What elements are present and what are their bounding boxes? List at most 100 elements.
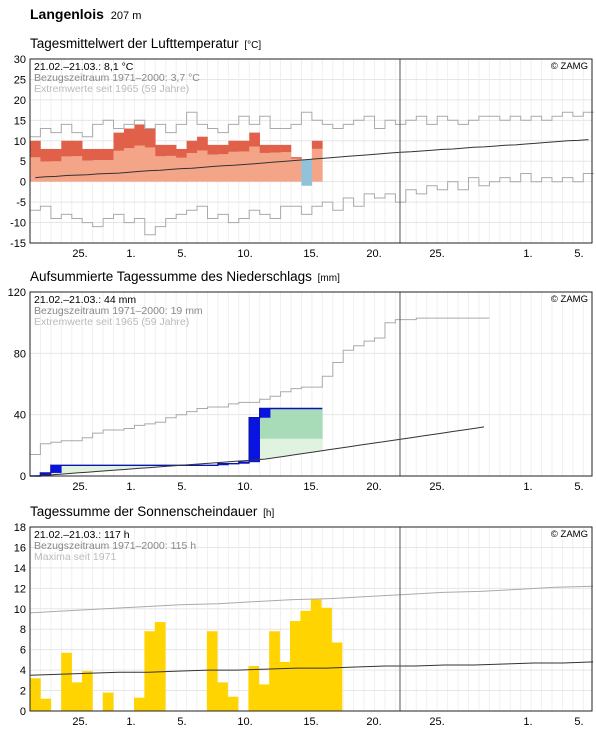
sun-ytick-label: 16 (14, 542, 26, 554)
precip-xtick-label: 5. (177, 481, 186, 493)
temp-warm-bar (228, 151, 240, 166)
temp-base-bar (186, 168, 198, 182)
temp-anomaly-bar (197, 136, 208, 151)
temp-warm-bar (207, 154, 219, 167)
sun-daily-bar (144, 631, 156, 711)
sun-xtick-label: 5. (574, 716, 583, 728)
sun-xtick-label: 5. (177, 716, 186, 728)
temp-base-bar (311, 158, 323, 182)
temp-anomaly-bar (92, 148, 104, 161)
temp-xtick-label: 1. (126, 248, 135, 260)
temp-xtick-label: 1. (523, 248, 532, 260)
temperature-title-text: Tagesmittelwert der Lufttemperatur (30, 36, 239, 51)
temp-anomaly-bar (30, 140, 41, 158)
temperature-unit: [°C] (244, 40, 262, 51)
temp-anomaly-bar (103, 148, 114, 160)
temp-base-bar (197, 167, 208, 182)
precip-surplus-light-area (82, 465, 93, 473)
temp-xtick-label: 10. (237, 248, 252, 260)
temp-warm-bar (144, 147, 156, 171)
temperature-chart-title: Tagesmittelwert der Lufttemperatur [°C] (30, 36, 261, 51)
temp-anomaly-bar (186, 140, 198, 154)
temp-anomaly-bar (82, 148, 93, 161)
temp-ytick-label: -15 (10, 238, 26, 250)
temp-warm-bar (103, 159, 114, 174)
temp-base-bar (259, 162, 271, 182)
precip-daily-bar (249, 417, 260, 463)
temp-base-bar (176, 168, 187, 182)
precip-reference-line (35, 426, 485, 477)
precip-surplus-light-area (259, 438, 271, 460)
temp-base-bar (113, 173, 125, 182)
temp-warm-bar (238, 151, 250, 165)
temp-anomaly-bar (291, 157, 302, 159)
sun-ytick-label: 8 (20, 624, 26, 636)
temp-base-bar (270, 162, 281, 182)
precip-xtick-label: 20. (366, 481, 381, 493)
temp-warm-bar (217, 154, 229, 166)
temp-warm-bar (186, 153, 198, 169)
temp-anomaly-bar (280, 144, 292, 153)
station-header: Langenlois 207 m (30, 6, 141, 22)
temp-anomaly-bar (176, 148, 187, 158)
sun-daily-bar (102, 692, 114, 711)
sun-xtick-label: 20. (366, 716, 381, 728)
precip-ytick-label: 40 (14, 410, 26, 422)
precip-daily-bar (259, 408, 271, 418)
temp-base-bar (134, 171, 146, 182)
sun-daily-bar (40, 698, 52, 711)
sun-daily-bar (61, 652, 72, 711)
precip-surplus-light-area (103, 465, 114, 471)
temp-anomaly-bar (238, 140, 250, 152)
precip-xtick-label: 15. (303, 481, 318, 493)
station-name: Langenlois (30, 6, 104, 22)
temp-anomaly-bar (165, 144, 177, 156)
temp-warm-bar (197, 150, 208, 168)
temp-base-bar (92, 173, 104, 182)
temp-base-bar (207, 166, 219, 182)
sun-legend-line-3: Maxima seit 1971 (34, 551, 116, 563)
temp-warm-bar (50, 161, 62, 177)
temp-anomaly-bar (40, 148, 52, 162)
temp-ytick-label: 25 (14, 74, 26, 86)
temp-anomaly-bar (50, 148, 62, 162)
temp-warm-bar (40, 161, 52, 177)
precipitation-title-text: Aufsummierte Tagessumme des Niederschlag… (30, 269, 312, 284)
precip-surplus-light-area (113, 465, 125, 470)
temp-anomaly-bar (155, 144, 167, 157)
sun-daily-bar (227, 696, 239, 711)
temp-warm-bar (259, 152, 271, 163)
temp-warm-bar (270, 152, 281, 163)
sun-xtick-label: 1. (126, 716, 135, 728)
temp-ytick-label: -10 (10, 218, 26, 230)
temp-ytick-label: 0 (20, 177, 26, 189)
sun-maxima-line (29, 585, 594, 614)
sun-ytick-label: 14 (14, 563, 26, 575)
sun-xtick-label: 1. (523, 716, 532, 728)
temp-ytick-label: 10 (14, 136, 26, 148)
precipitation-chart-title: Aufsummierte Tagessumme des Niederschlag… (30, 269, 340, 284)
temp-ytick-label: 5 (20, 156, 26, 168)
temp-warm-bar (311, 148, 323, 159)
precip-xtick-label: 25. (72, 481, 87, 493)
sun-daily-bar (134, 697, 145, 711)
precip-surplus-area (280, 408, 292, 439)
sun-daily-bar (71, 682, 83, 711)
sun-xtick-label: 25. (429, 716, 444, 728)
precip-surplus-area (291, 408, 302, 439)
temp-base-bar (40, 176, 52, 182)
temp-base-bar (291, 160, 302, 182)
precip-xtick-label: 10. (237, 481, 252, 493)
sun-daily-bar (82, 671, 93, 711)
temp-anomaly-bar (123, 128, 135, 149)
precip-surplus-light-area (61, 465, 73, 474)
sun-daily-bar (30, 678, 41, 711)
sun-ytick-label: 4 (20, 665, 26, 677)
temp-extreme-max-line (30, 111, 594, 138)
precip-xtick-label: 1. (523, 481, 532, 493)
temp-warm-bar (291, 158, 302, 161)
precip-ytick-label: 0 (20, 471, 26, 483)
temp-anomaly-bar (249, 132, 260, 147)
sun-daily-bar (279, 661, 291, 711)
precip-ytick-label: 80 (14, 348, 26, 360)
